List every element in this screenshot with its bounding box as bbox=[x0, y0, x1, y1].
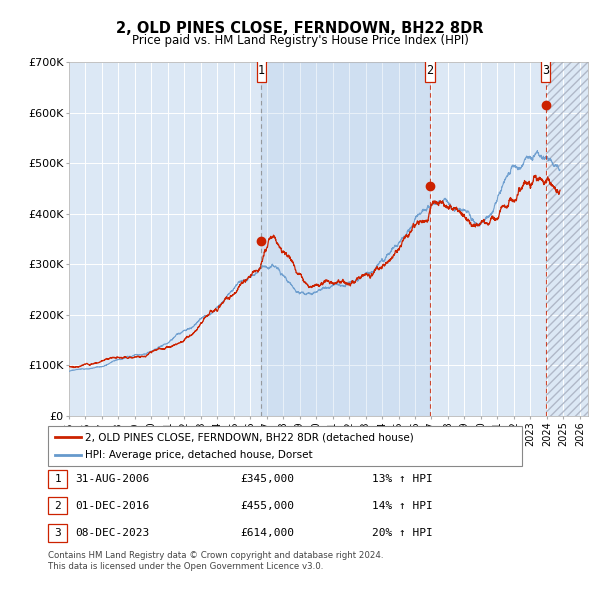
Bar bbox=[546, 62, 588, 416]
FancyBboxPatch shape bbox=[425, 60, 435, 81]
Text: £614,000: £614,000 bbox=[240, 528, 294, 537]
Text: 01-DEC-2016: 01-DEC-2016 bbox=[75, 501, 149, 510]
Text: 2, OLD PINES CLOSE, FERNDOWN, BH22 8DR: 2, OLD PINES CLOSE, FERNDOWN, BH22 8DR bbox=[116, 21, 484, 35]
Text: 3: 3 bbox=[542, 64, 549, 77]
Text: 20% ↑ HPI: 20% ↑ HPI bbox=[372, 528, 433, 537]
Text: 08-DEC-2023: 08-DEC-2023 bbox=[75, 528, 149, 537]
FancyBboxPatch shape bbox=[541, 60, 550, 81]
Text: 13% ↑ HPI: 13% ↑ HPI bbox=[372, 474, 433, 484]
Text: 2: 2 bbox=[54, 501, 61, 510]
FancyBboxPatch shape bbox=[257, 60, 266, 81]
Text: 2: 2 bbox=[427, 64, 434, 77]
Text: 31-AUG-2006: 31-AUG-2006 bbox=[75, 474, 149, 484]
Text: 3: 3 bbox=[54, 528, 61, 537]
Text: This data is licensed under the Open Government Licence v3.0.: This data is licensed under the Open Gov… bbox=[48, 562, 323, 571]
Text: 2, OLD PINES CLOSE, FERNDOWN, BH22 8DR (detached house): 2, OLD PINES CLOSE, FERNDOWN, BH22 8DR (… bbox=[85, 432, 414, 442]
Text: £455,000: £455,000 bbox=[240, 501, 294, 510]
Text: 14% ↑ HPI: 14% ↑ HPI bbox=[372, 501, 433, 510]
Text: 1: 1 bbox=[54, 474, 61, 484]
Bar bbox=[261, 62, 430, 416]
Text: HPI: Average price, detached house, Dorset: HPI: Average price, detached house, Dors… bbox=[85, 450, 313, 460]
Bar bbox=[546, 62, 588, 416]
Text: Contains HM Land Registry data © Crown copyright and database right 2024.: Contains HM Land Registry data © Crown c… bbox=[48, 552, 383, 560]
Text: Price paid vs. HM Land Registry's House Price Index (HPI): Price paid vs. HM Land Registry's House … bbox=[131, 34, 469, 47]
Text: 1: 1 bbox=[257, 64, 265, 77]
Text: £345,000: £345,000 bbox=[240, 474, 294, 484]
